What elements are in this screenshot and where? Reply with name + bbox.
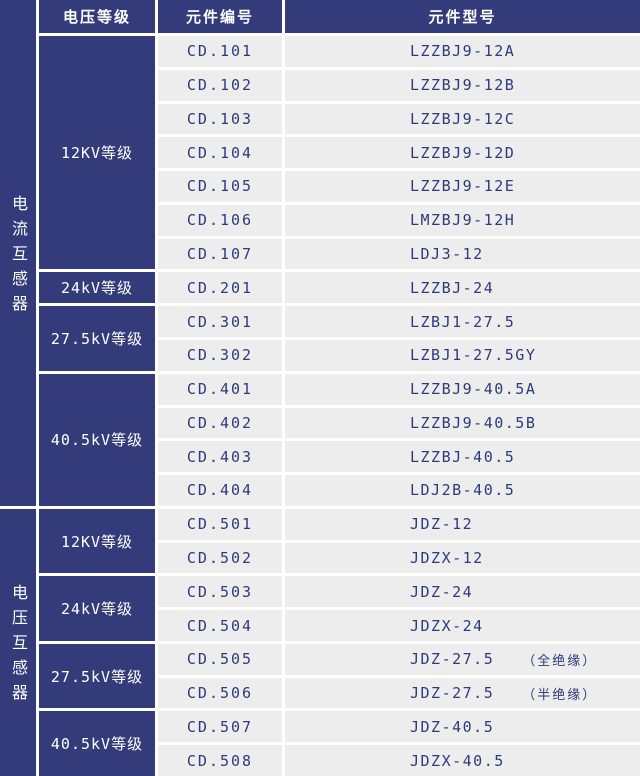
insulation-note: （全绝缘）: [522, 653, 598, 669]
model-cell: JDZ-24: [285, 576, 640, 608]
model-cell: LZZBJ9-12A: [285, 36, 640, 67]
model-value: LZBJ1-27.5GY: [410, 346, 537, 365]
model-cell: JDZ-40.5: [285, 711, 640, 743]
voltage-group-cell: 24kV等级: [39, 576, 155, 641]
model-value: LMZBJ9-12H: [410, 211, 516, 230]
model-cell: LMZBJ9-12H: [285, 204, 640, 236]
model-value: LZZBJ-24: [410, 278, 495, 297]
code-cell: CD.102: [158, 69, 282, 101]
model-cell: JDZX-40.5: [285, 745, 640, 776]
header-component-model: 元件型号: [285, 0, 640, 33]
code-cell: CD.502: [158, 542, 282, 574]
model-value: LDJ3-12: [410, 245, 484, 264]
model-cell: LDJ3-12: [285, 238, 640, 270]
code-cell: CD.503: [158, 576, 282, 608]
model-value: LZZBJ9-12B: [410, 76, 516, 95]
voltage-group-cell: 12KV等级: [39, 36, 155, 270]
header-voltage-level: 电压等级: [39, 0, 155, 33]
model-cell: LDJ2B-40.5: [285, 475, 640, 506]
model-value: LZZBJ9-12D: [410, 143, 516, 162]
model-value: LZBJ1-27.5: [410, 312, 516, 331]
model-value: JDZX-12: [410, 548, 484, 567]
code-cell: CD.505: [158, 643, 282, 675]
model-value: JDZ-27.5: [410, 650, 495, 669]
voltage-group-cell: 12KV等级: [39, 508, 155, 574]
model-cell: JDZX-12: [285, 542, 640, 574]
code-cell: CD.504: [158, 610, 282, 641]
voltage-group-cell: 40.5kV等级: [39, 373, 155, 506]
model-value: LZZBJ9-12C: [410, 109, 516, 128]
model-cell: JDZ-12: [285, 508, 640, 540]
model-value: JDZ-24: [410, 582, 474, 601]
model-value: JDZ-12: [410, 515, 474, 534]
model-cell: LZBJ1-27.5GY: [285, 339, 640, 371]
code-cell: CD.402: [158, 407, 282, 439]
model-value: LZZBJ9-40.5A: [410, 380, 537, 399]
model-cell: JDZ-27.5 （半绝缘）: [285, 677, 640, 709]
code-cell: CD.101: [158, 36, 282, 67]
code-cell: CD.301: [158, 306, 282, 337]
code-cell: CD.501: [158, 508, 282, 540]
model-cell: JDZ-27.5 （全绝缘）: [285, 643, 640, 675]
code-cell: CD.508: [158, 745, 282, 776]
model-cell: LZZBJ9-12D: [285, 137, 640, 169]
code-cell: CD.106: [158, 204, 282, 236]
category-cell: 电流互感器: [0, 0, 36, 506]
code-cell: CD.507: [158, 711, 282, 743]
model-cell: LZZBJ9-12B: [285, 69, 640, 101]
model-value: LZZBJ9-12A: [410, 42, 516, 61]
code-cell: CD.302: [158, 339, 282, 371]
category-cell: 电压互感器: [0, 508, 36, 776]
header-component-code: 元件编号: [158, 0, 282, 33]
model-cell: LZZBJ-24: [285, 272, 640, 304]
model-value: LZZBJ9-40.5B: [410, 413, 537, 432]
voltage-group-cell: 27.5kV等级: [39, 306, 155, 371]
model-cell: LZZBJ9-40.5B: [285, 407, 640, 439]
code-cell: CD.401: [158, 373, 282, 405]
code-cell: CD.107: [158, 238, 282, 270]
voltage-group-cell: 40.5kV等级: [39, 711, 155, 776]
model-value: JDZ-40.5: [410, 717, 495, 736]
voltage-group-cell: 24kV等级: [39, 272, 155, 304]
model-cell: LZZBJ9-12E: [285, 171, 640, 202]
model-cell: JDZX-24: [285, 610, 640, 641]
model-cell: LZZBJ-40.5: [285, 441, 640, 473]
model-value: JDZX-40.5: [410, 751, 505, 770]
model-cell: LZZBJ9-12C: [285, 103, 640, 135]
code-cell: CD.103: [158, 103, 282, 135]
model-cell: LZZBJ9-40.5A: [285, 373, 640, 405]
code-cell: CD.506: [158, 677, 282, 709]
insulation-note: （半绝缘）: [522, 687, 598, 703]
code-cell: CD.105: [158, 171, 282, 202]
model-value: JDZ-27.5: [410, 684, 495, 703]
model-value: LDJ2B-40.5: [410, 481, 516, 500]
model-value: LZZBJ-40.5: [410, 447, 516, 466]
model-cell: LZBJ1-27.5: [285, 306, 640, 337]
voltage-group-cell: 27.5kV等级: [39, 643, 155, 709]
code-cell: CD.404: [158, 475, 282, 506]
model-value: LZZBJ9-12E: [410, 177, 516, 196]
code-cell: CD.201: [158, 272, 282, 304]
code-cell: CD.403: [158, 441, 282, 473]
model-value: JDZX-24: [410, 616, 484, 635]
code-cell: CD.104: [158, 137, 282, 169]
